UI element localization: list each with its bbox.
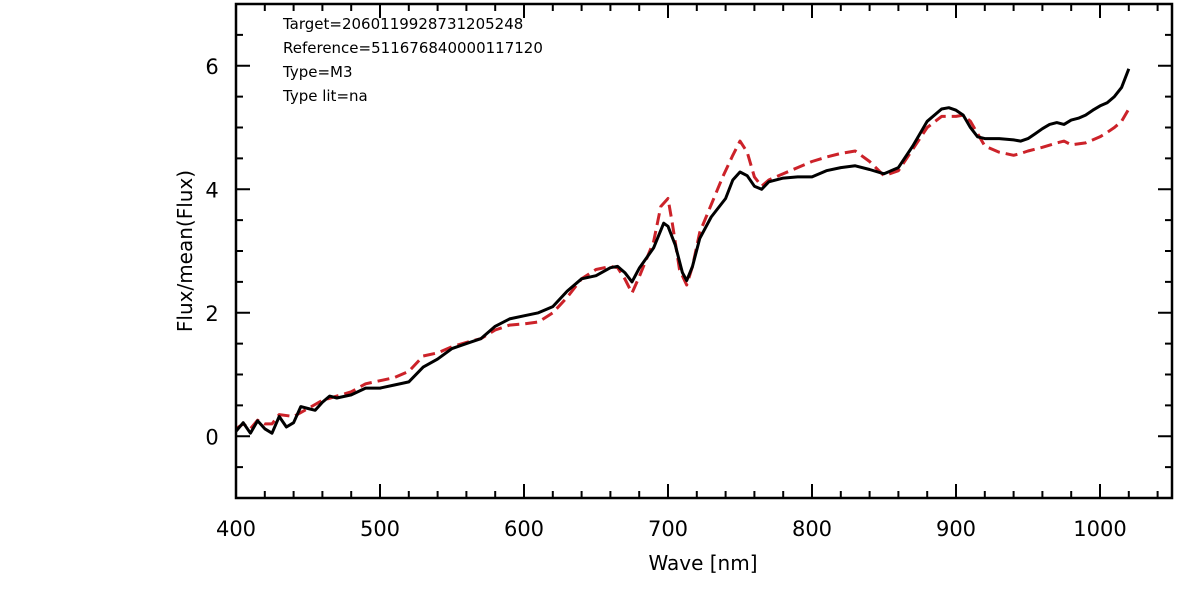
x-tick-label: 700 bbox=[648, 517, 688, 541]
annotation-line-2: Reference=511676840000117120 bbox=[283, 39, 543, 57]
x-tick-label: 900 bbox=[936, 517, 976, 541]
y-tick-label: 4 bbox=[205, 178, 218, 202]
x-tick-label: 500 bbox=[360, 517, 400, 541]
annotation-line-3: Type=M3 bbox=[282, 63, 353, 81]
axes: 400 500 600 700 800 900 1000 0 2 4 6 bbox=[205, 3, 1172, 541]
y-tick-label: 2 bbox=[205, 302, 218, 326]
x-tick-label: 400 bbox=[216, 517, 256, 541]
plot-frame bbox=[234, 2, 1174, 500]
series-line-1 bbox=[236, 68, 1131, 435]
y-tick-label: 0 bbox=[205, 425, 218, 449]
plot-area bbox=[236, 68, 1131, 435]
x-tick-label: 1000 bbox=[1073, 517, 1126, 541]
x-tick-label: 600 bbox=[504, 517, 544, 541]
annotations: Target=2060119928731205248 Reference=5116… bbox=[282, 15, 543, 105]
y-tick-label: 6 bbox=[205, 55, 218, 79]
annotation-line-1: Target=2060119928731205248 bbox=[282, 15, 523, 33]
series-line-2 bbox=[236, 108, 1131, 431]
x-axis-title: Wave [nm] bbox=[648, 551, 757, 575]
y-axis-title: Flux/mean(Flux) bbox=[173, 170, 197, 332]
annotation-line-4: Type lit=na bbox=[282, 87, 368, 105]
x-tick-label: 800 bbox=[792, 517, 832, 541]
